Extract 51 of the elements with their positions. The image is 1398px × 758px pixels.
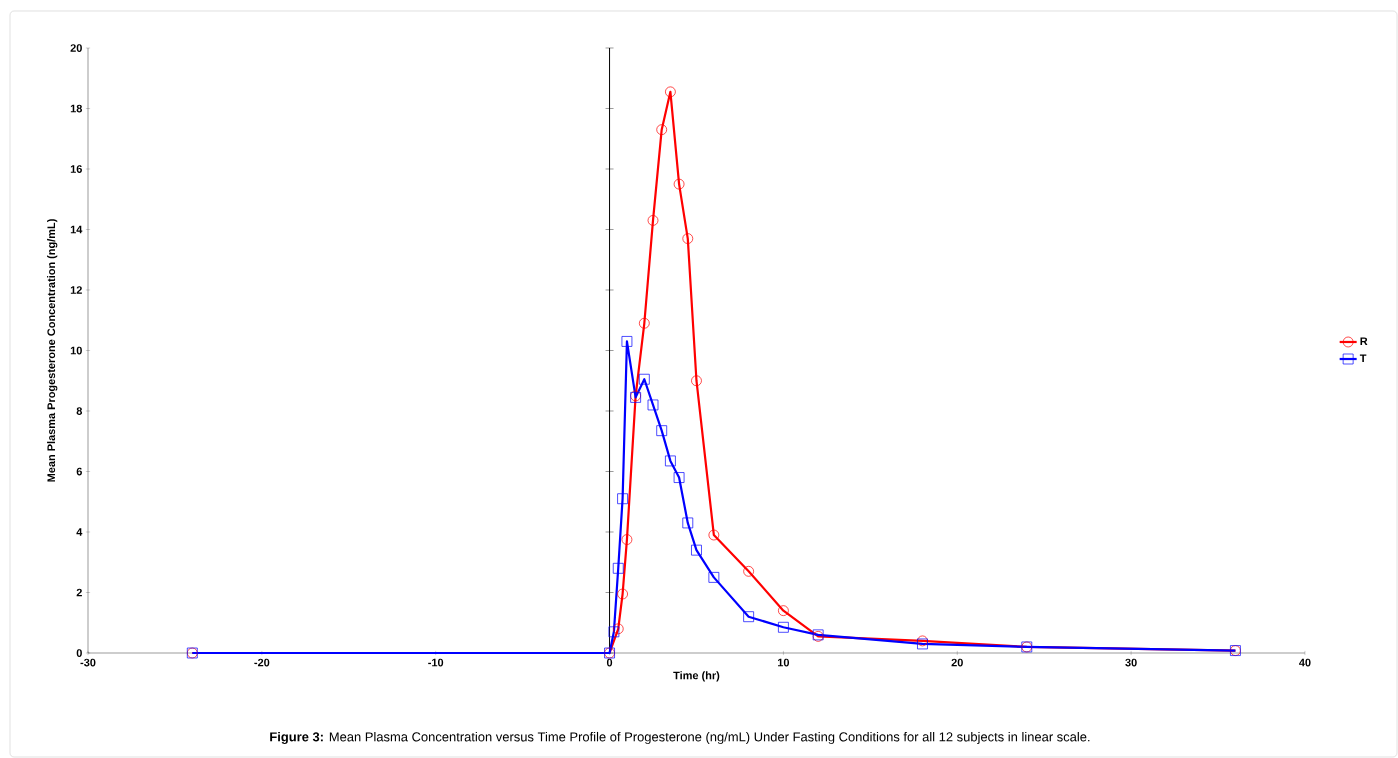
point bbox=[621, 336, 633, 347]
point bbox=[778, 605, 789, 616]
y-axis-title: Mean Plasma Progesterone Concentration (ng/mL) bbox=[47, 219, 58, 482]
y-tick-label: 2 bbox=[76, 588, 82, 597]
point bbox=[682, 233, 694, 244]
point bbox=[638, 317, 650, 329]
point bbox=[708, 529, 720, 541]
y-tick-label: 20 bbox=[70, 44, 82, 52]
point bbox=[691, 375, 702, 387]
point bbox=[621, 534, 633, 545]
point bbox=[608, 626, 620, 638]
legend-label: R bbox=[1360, 337, 1368, 346]
x-tick-label: 0 bbox=[606, 658, 613, 667]
point bbox=[682, 517, 694, 529]
point bbox=[647, 215, 659, 226]
point bbox=[617, 588, 628, 600]
y-tick-label: 18 bbox=[70, 104, 83, 113]
point bbox=[708, 572, 720, 583]
point bbox=[612, 623, 624, 635]
point bbox=[673, 472, 685, 483]
y-tick-label: 10 bbox=[70, 346, 82, 355]
point bbox=[691, 544, 702, 556]
y-tick-label: 8 bbox=[76, 407, 83, 415]
legend-label: T bbox=[1359, 354, 1367, 363]
y-tick-label: 12 bbox=[70, 286, 82, 294]
x-tick-label: 30 bbox=[1125, 658, 1137, 667]
point bbox=[743, 611, 754, 623]
y-tick-label: 0 bbox=[76, 649, 82, 657]
x-axis-title: Time (hr) bbox=[673, 671, 720, 682]
x-tick-label: -20 bbox=[254, 658, 270, 667]
point bbox=[638, 373, 650, 385]
point bbox=[673, 178, 685, 190]
point bbox=[647, 399, 659, 411]
y-tick-label: 14 bbox=[70, 225, 83, 234]
x-tick-label: -10 bbox=[428, 658, 444, 667]
y-tick-label: 16 bbox=[70, 165, 82, 173]
y-tick-label: 6 bbox=[76, 467, 82, 476]
point bbox=[743, 565, 754, 577]
point bbox=[665, 455, 676, 467]
point bbox=[778, 621, 789, 633]
point bbox=[656, 124, 668, 136]
text: Figure 3: Mean Plasma Concentration versus Time Profile of Progesterone (ng/mL) Under Fasting Conditions for all 12 subjects in linear scale. bbox=[270, 731, 1090, 745]
point bbox=[665, 86, 676, 98]
point bbox=[617, 493, 628, 505]
point bbox=[612, 562, 624, 574]
x-tick-label: -30 bbox=[80, 658, 96, 667]
x-tick-label: 40 bbox=[1299, 658, 1311, 667]
point bbox=[656, 425, 668, 437]
y-tick-label: 4 bbox=[76, 528, 83, 536]
x-tick-label: 10 bbox=[777, 658, 790, 667]
x-tick-label: 20 bbox=[951, 658, 963, 667]
